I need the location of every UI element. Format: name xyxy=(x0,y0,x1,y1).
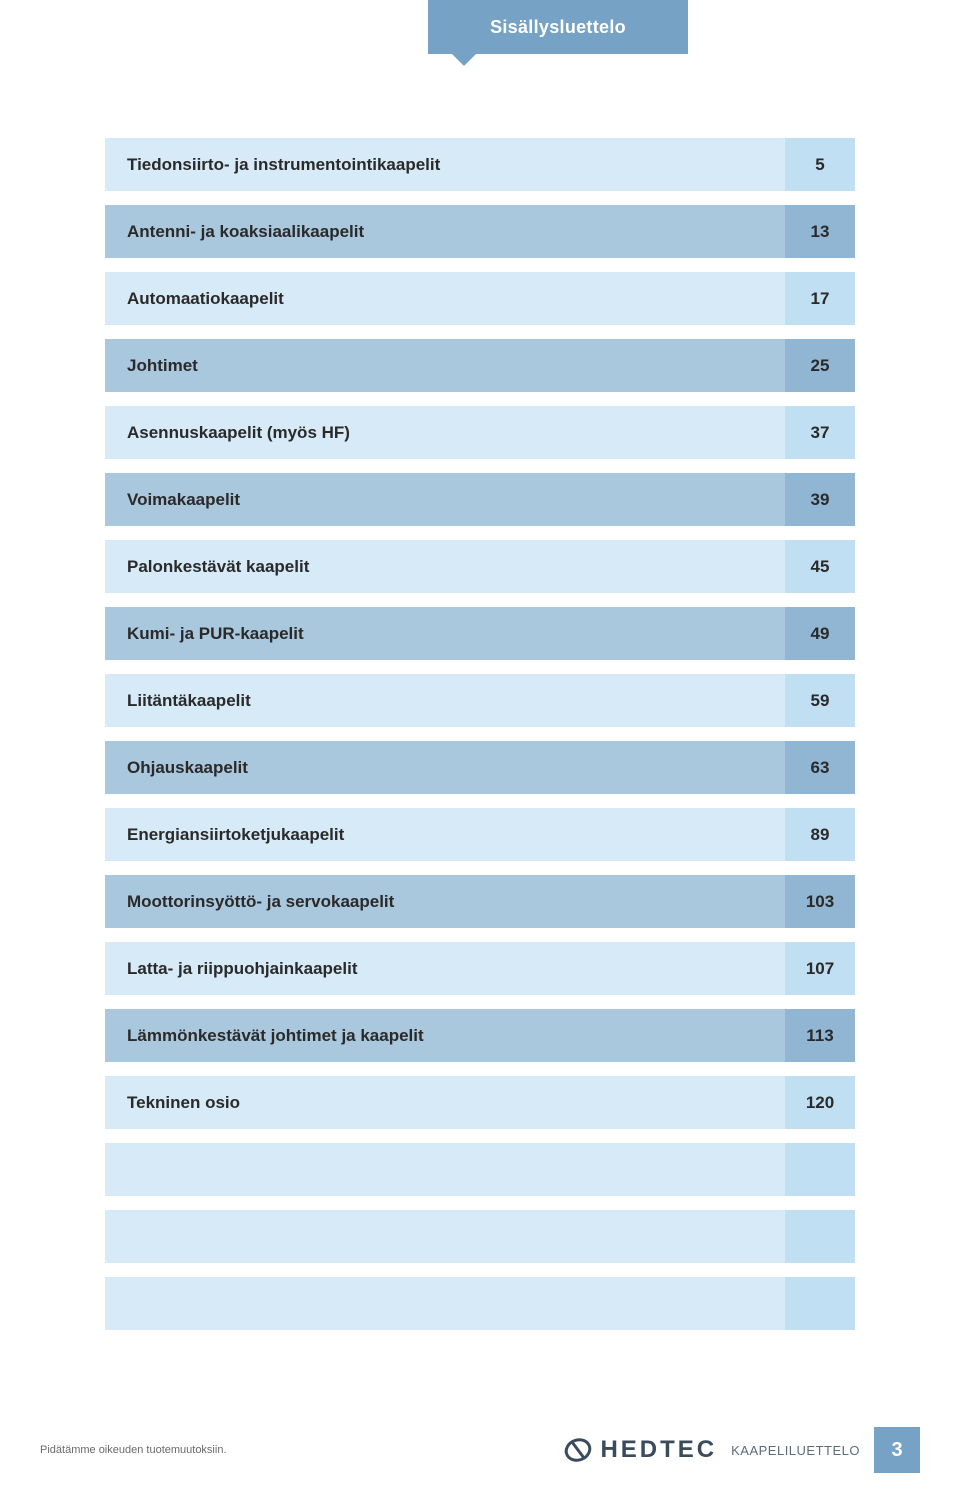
toc-row-page: 107 xyxy=(785,942,855,995)
toc-row-label: Asennuskaapelit (myös HF) xyxy=(105,406,785,459)
toc-row-label: Ohjauskaapelit xyxy=(105,741,785,794)
toc-row[interactable]: Lämmönkestävät johtimet ja kaapelit113 xyxy=(105,1009,855,1062)
toc-row[interactable]: Palonkestävät kaapelit45 xyxy=(105,540,855,593)
toc-row-page: 59 xyxy=(785,674,855,727)
toc-row[interactable]: Asennuskaapelit (myös HF)37 xyxy=(105,406,855,459)
page-number-badge: 3 xyxy=(874,1427,920,1473)
page-title-tab: Sisällysluettelo xyxy=(428,0,688,54)
toc-row-label-blank xyxy=(105,1143,785,1196)
toc-row-page: 37 xyxy=(785,406,855,459)
toc-row-label: Tekninen osio xyxy=(105,1076,785,1129)
toc-row-label: Antenni- ja koaksiaalikaapelit xyxy=(105,205,785,258)
toc-row-label-blank xyxy=(105,1210,785,1263)
toc-row-page: 13 xyxy=(785,205,855,258)
footer-disclaimer: Pidätämme oikeuden tuotemuutoksiin. xyxy=(40,1444,564,1456)
toc-row[interactable]: Energiansiirtoketjukaapelit89 xyxy=(105,808,855,861)
toc-row-label: Moottorinsyöttö- ja servokaapelit xyxy=(105,875,785,928)
toc-row-label: Johtimet xyxy=(105,339,785,392)
page-number: 3 xyxy=(891,1439,902,1462)
toc-row-page-blank xyxy=(785,1210,855,1263)
toc-row-page: 49 xyxy=(785,607,855,660)
toc-row-page-blank xyxy=(785,1143,855,1196)
toc-row-label: Latta- ja riippuohjainkaapelit xyxy=(105,942,785,995)
toc-row-page: 45 xyxy=(785,540,855,593)
brand-name: HEDTEC xyxy=(600,1436,717,1464)
toc-row[interactable]: Tiedonsiirto- ja instrumentointikaapelit… xyxy=(105,138,855,191)
toc-row[interactable]: Kumi- ja PUR-kaapelit49 xyxy=(105,607,855,660)
toc-row-label: Kumi- ja PUR-kaapelit xyxy=(105,607,785,660)
toc-row[interactable]: Johtimet25 xyxy=(105,339,855,392)
toc-row-label: Tiedonsiirto- ja instrumentointikaapelit xyxy=(105,138,785,191)
toc-row-label: Voimakaapelit xyxy=(105,473,785,526)
toc-row-page: 25 xyxy=(785,339,855,392)
toc-row[interactable]: Ohjauskaapelit63 xyxy=(105,741,855,794)
toc-row-page: 120 xyxy=(785,1076,855,1129)
toc-row-blank xyxy=(105,1277,855,1330)
toc-row-page: 113 xyxy=(785,1009,855,1062)
toc-row-label: Palonkestävät kaapelit xyxy=(105,540,785,593)
toc-row[interactable]: Antenni- ja koaksiaalikaapelit13 xyxy=(105,205,855,258)
toc-row-page: 89 xyxy=(785,808,855,861)
brand-icon xyxy=(564,1436,592,1464)
toc-row[interactable]: Latta- ja riippuohjainkaapelit107 xyxy=(105,942,855,995)
footer-right: HEDTEC KAAPELILUETTELO 3 xyxy=(564,1427,920,1473)
toc-row[interactable]: Moottorinsyöttö- ja servokaapelit103 xyxy=(105,875,855,928)
footer: Pidätämme oikeuden tuotemuutoksiin. HEDT… xyxy=(40,1427,920,1473)
toc-row[interactable]: Automaatiokaapelit17 xyxy=(105,272,855,325)
toc-row-page: 5 xyxy=(785,138,855,191)
toc-row-page-blank xyxy=(785,1277,855,1330)
toc-row-label: Liitäntäkaapelit xyxy=(105,674,785,727)
toc-row-blank xyxy=(105,1143,855,1196)
tab-title: Sisällysluettelo xyxy=(490,17,626,38)
toc-row-page: 63 xyxy=(785,741,855,794)
toc-row[interactable]: Voimakaapelit39 xyxy=(105,473,855,526)
catalog-label: KAAPELILUETTELO xyxy=(731,1443,860,1458)
toc-row[interactable]: Tekninen osio120 xyxy=(105,1076,855,1129)
table-of-contents: Tiedonsiirto- ja instrumentointikaapelit… xyxy=(105,138,855,1344)
toc-row[interactable]: Liitäntäkaapelit59 xyxy=(105,674,855,727)
brand-logo: HEDTEC xyxy=(564,1436,717,1464)
toc-row-page: 103 xyxy=(785,875,855,928)
toc-row-label: Energiansiirtoketjukaapelit xyxy=(105,808,785,861)
toc-row-label: Automaatiokaapelit xyxy=(105,272,785,325)
toc-row-page: 17 xyxy=(785,272,855,325)
toc-row-label-blank xyxy=(105,1277,785,1330)
toc-row-page: 39 xyxy=(785,473,855,526)
toc-row-label: Lämmönkestävät johtimet ja kaapelit xyxy=(105,1009,785,1062)
toc-row-blank xyxy=(105,1210,855,1263)
